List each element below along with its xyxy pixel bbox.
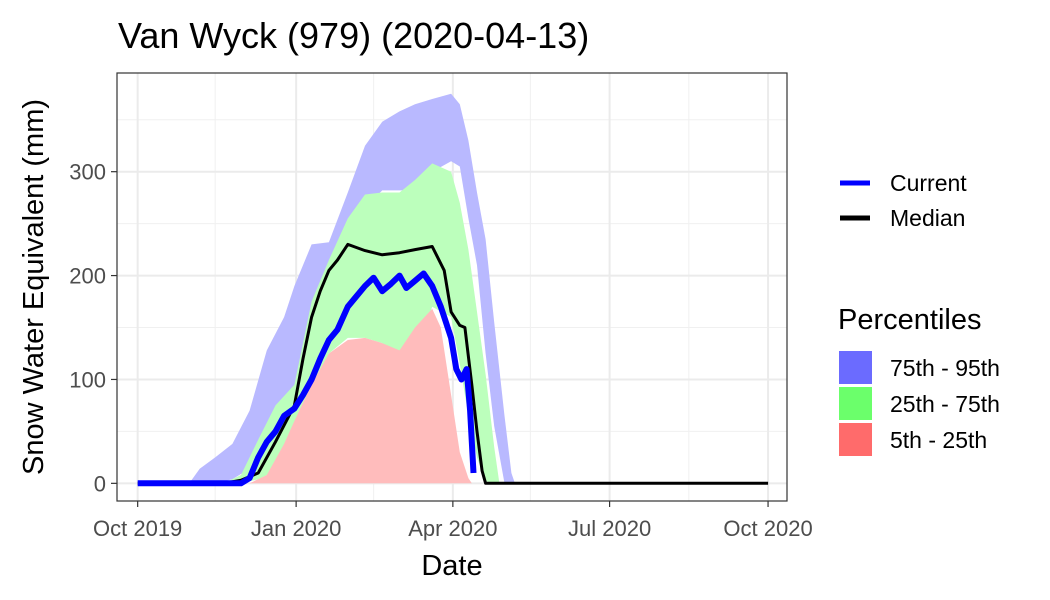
y-axis: 0 100 200 300 xyxy=(69,160,117,496)
series-line-current xyxy=(137,270,477,487)
legend-bands: Percentiles 75th - 95th 25th - 75th 5th - 2… xyxy=(838,304,1000,456)
x-tick-label: Oct 2020 xyxy=(723,516,812,541)
band-75th-95th xyxy=(189,93,515,484)
chart-title: Van Wyck (979) (2020-04-13) xyxy=(118,15,589,56)
y-axis-title: Snow Water Equivalent (mm) xyxy=(18,99,50,475)
y-tick-label: 0 xyxy=(94,471,106,496)
legend-band-label: 5th - 25th xyxy=(890,427,987,453)
y-tick-label: 200 xyxy=(69,264,106,289)
y-tick-label: 300 xyxy=(69,160,106,185)
legend-swatch xyxy=(839,387,872,420)
x-axis: Oct 2019 Jan 2020 Apr 2020 Jul 2020 Oct 2020 xyxy=(93,501,813,541)
legend-band-label: 25th - 75th xyxy=(890,391,1000,417)
band-5th-25th xyxy=(249,308,472,484)
band-25th-75th xyxy=(223,163,500,484)
series-lines xyxy=(137,242,769,487)
x-axis-title: Date xyxy=(421,550,482,582)
x-tick-label: Apr 2020 xyxy=(408,516,497,541)
panel-border xyxy=(116,72,788,502)
y-tick-label: 100 xyxy=(69,367,106,392)
legend-bands-title: Percentiles xyxy=(838,304,981,336)
legend-band-label: 75th - 95th xyxy=(890,355,1000,381)
legend-swatch xyxy=(839,351,872,384)
legend-lines: Current Median xyxy=(840,170,967,231)
legend-label-current: Current xyxy=(890,170,967,196)
percentile-bands xyxy=(189,93,515,484)
series-line-median xyxy=(137,242,769,485)
x-tick-label: Jul 2020 xyxy=(568,516,651,541)
x-tick-label: Oct 2019 xyxy=(93,516,182,541)
legend-label-median: Median xyxy=(890,205,965,231)
legend-swatch xyxy=(839,423,872,456)
x-tick-label: Jan 2020 xyxy=(251,516,342,541)
